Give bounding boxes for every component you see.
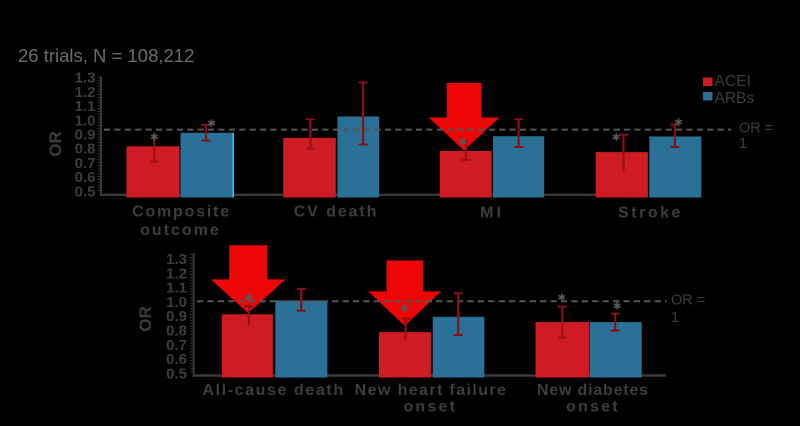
svg-text:OR: OR: [136, 306, 155, 332]
svg-text:26 trials, N = 108,212: 26 trials, N = 108,212: [18, 45, 194, 66]
svg-text:0.8: 0.8: [166, 322, 187, 339]
svg-text:outcome: outcome: [140, 222, 221, 239]
svg-text:1.1: 1.1: [75, 98, 96, 115]
svg-text:New diabetes: New diabetes: [537, 382, 649, 399]
svg-text:Composite: Composite: [132, 204, 231, 221]
svg-text:OR =: OR =: [739, 121, 773, 137]
svg-text:ARBs: ARBs: [715, 90, 755, 107]
svg-text:1: 1: [739, 136, 747, 152]
svg-text:0.5: 0.5: [75, 183, 96, 200]
svg-text:CV death: CV death: [294, 204, 379, 221]
svg-text:ACEI: ACEI: [715, 73, 752, 90]
svg-text:0.9: 0.9: [75, 126, 96, 143]
svg-text:0.7: 0.7: [75, 155, 96, 172]
svg-text:New heart failure: New heart failure: [355, 382, 508, 399]
svg-text:onset: onset: [566, 399, 620, 416]
svg-text:Stroke: Stroke: [618, 205, 683, 222]
svg-text:0.6: 0.6: [166, 351, 187, 368]
svg-text:MI: MI: [480, 205, 504, 222]
svg-text:1.2: 1.2: [166, 265, 187, 282]
svg-text:1: 1: [671, 310, 679, 326]
svg-text:1.1: 1.1: [166, 280, 187, 297]
svg-text:1.0: 1.0: [166, 294, 187, 311]
svg-text:0.9: 0.9: [166, 308, 187, 325]
svg-text:0.6: 0.6: [75, 169, 96, 186]
svg-text:OR: OR: [46, 131, 65, 157]
svg-text:1.0: 1.0: [75, 112, 96, 129]
svg-text:onset: onset: [403, 399, 457, 416]
svg-text:All-cause death: All-cause death: [202, 382, 344, 399]
svg-text:0.7: 0.7: [166, 337, 187, 354]
svg-text:0.5: 0.5: [166, 365, 187, 382]
svg-text:1.3: 1.3: [75, 70, 96, 87]
svg-text:1.3: 1.3: [166, 251, 187, 268]
svg-text:OR =: OR =: [671, 293, 705, 309]
svg-text:0.8: 0.8: [75, 141, 96, 158]
svg-text:1.2: 1.2: [75, 84, 96, 101]
